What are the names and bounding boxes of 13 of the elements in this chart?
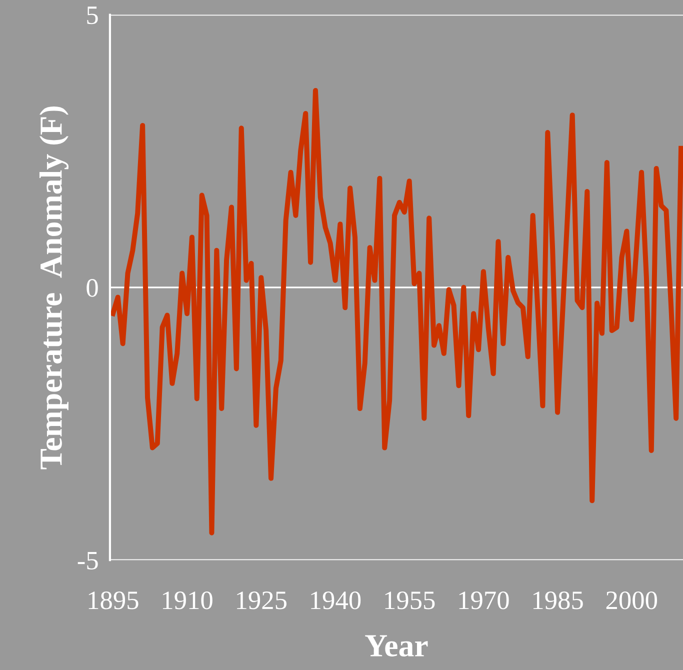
y-tick-label: 5 xyxy=(87,6,98,24)
y-tick-label: 0 xyxy=(86,279,98,297)
x-tick-label: 1910 xyxy=(162,591,212,610)
y-tick-label: -5 xyxy=(78,552,98,570)
x-tick-label: 1970 xyxy=(459,591,509,610)
x-tick-label: 1925 xyxy=(237,592,286,610)
x-tick-label: 1895 xyxy=(88,591,138,610)
x-axis-title: Year xyxy=(365,635,428,657)
x-tick-label: 1985 xyxy=(533,591,583,610)
x-tick-label: 1955 xyxy=(385,592,435,610)
y-axis-title: Temperature Anomaly (F) xyxy=(39,106,69,470)
x-tick-label: 2000 xyxy=(606,591,658,610)
x-tick-label: 1940 xyxy=(311,591,361,610)
